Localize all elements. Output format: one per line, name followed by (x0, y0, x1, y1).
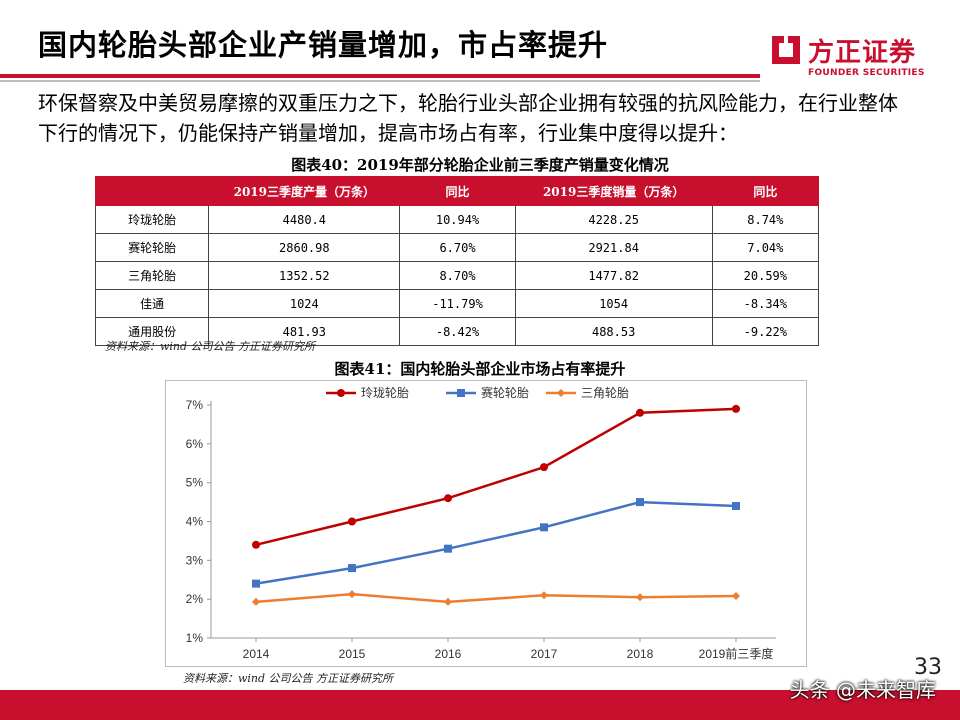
figure41-caption: 图表41：国内轮胎头部企业市场占有率提升 (334, 360, 626, 378)
legend-label: 三角轮胎 (581, 386, 629, 400)
series-point (252, 540, 260, 549)
company-name-cell: 赛轮轮胎 (94, 233, 210, 262)
series-point (444, 494, 452, 503)
table40-source: 资料来源：wind 公司公告 方正证券研究所 (105, 340, 316, 353)
logo-name-en: FOUNDER SECURITIES (808, 68, 925, 78)
x-tick-label: 2018 (627, 647, 654, 661)
title-underline-gray (0, 80, 760, 82)
legend-label: 赛轮轮胎 (481, 385, 529, 400)
table-row: 赛轮轮胎 2860.98 6.70% 2921.84 7.04% (94, 233, 820, 262)
market-share-chart: 1% 2% 3% 4% 5% 6% 7% 2014 2015 2016 2017 2018 2019前三… (186, 385, 776, 661)
table-header-cell: 同比 (711, 176, 820, 206)
series-point (636, 408, 644, 417)
founder-logo: 方正证券 FOUNDER SECURITIES (770, 32, 940, 82)
legend-swatch-marker (337, 389, 345, 397)
series-point (732, 501, 740, 510)
series-point (444, 544, 452, 553)
table-header-row: 2019三季度产量（万条） 同比 2019三季度销量（万条） 同比 (94, 176, 820, 206)
company-name-cell: 佳通 (94, 289, 210, 318)
table-header-cell: 2019三季度产量（万条） (208, 176, 401, 206)
table-row: 三角轮胎 1352.52 8.70% 1477.82 20.59% (94, 261, 820, 290)
sales-cell: 1477.82 (514, 261, 713, 290)
x-tick-label: 2017 (531, 647, 558, 661)
series-point (540, 591, 548, 600)
y-tick-label: 6% (186, 437, 204, 451)
page-number: 33 (914, 655, 942, 680)
logo-name-cn: 方正证券 (808, 38, 917, 68)
company-name-cell: 通用股份 (94, 317, 210, 346)
x-tick-label: 2019前三季度 (699, 646, 774, 661)
intro-paragraph: 环保督察及中美贸易摩擦的双重压力之下，轮胎行业头部企业拥有较强的抗风险能力，在行… (38, 91, 898, 145)
production-cell: 2860.98 (208, 233, 401, 262)
y-tick-label: 7% (186, 398, 204, 412)
table40-caption: 图表40：2019年部分轮胎企业前三季度产销量变化情况 (291, 156, 669, 174)
series-line (255, 500, 737, 585)
series-point (348, 590, 356, 599)
watermark-text: 头条 @未来智库 (789, 678, 936, 702)
series-line (255, 407, 737, 547)
sales-cell: 2921.84 (514, 233, 713, 262)
production-yoy-cell: 8.70% (399, 261, 516, 290)
x-tick-label: 2016 (435, 647, 462, 661)
series-point (540, 523, 548, 532)
sales-yoy-cell: 8.74% (711, 205, 820, 234)
series-point (348, 564, 356, 573)
series-point (732, 592, 740, 601)
series-point (540, 463, 548, 472)
series-point (636, 593, 644, 602)
production-sales-table: 2019三季度产量（万条） 同比 2019三季度销量（万条） 同比 玲珑轮胎 4… (94, 176, 820, 346)
sales-yoy-cell: -8.34% (711, 289, 820, 318)
table-row: 通用股份 481.93 -8.42% 488.53 -9.22% (94, 317, 820, 346)
legend-label: 玲珑轮胎 (361, 386, 409, 400)
company-name-cell: 三角轮胎 (94, 261, 210, 290)
footer-bar (0, 690, 960, 720)
sales-yoy-cell: -9.22% (711, 317, 820, 346)
sales-cell: 488.53 (514, 317, 713, 346)
slide-title: 国内轮胎头部企业产销量增加，市占率提升 (38, 28, 609, 62)
production-cell: 4480.4 (208, 205, 401, 234)
production-yoy-cell: -11.79% (399, 289, 516, 318)
series-point (732, 404, 740, 413)
market-share-chart-frame: 1% 2% 3% 4% 5% 6% 7% 2014 2015 2016 2017 2018 2019前三… (165, 380, 807, 667)
table-header-cell (94, 176, 210, 206)
series-point (444, 597, 452, 606)
company-name-cell: 玲珑轮胎 (94, 205, 210, 234)
table-header-cell: 2019三季度销量（万条） (514, 176, 713, 206)
series-point (252, 597, 260, 606)
y-tick-label: 2% (186, 592, 204, 606)
y-tick-label: 5% (186, 476, 204, 490)
title-underline-red (0, 74, 760, 78)
production-yoy-cell: -8.42% (399, 317, 516, 346)
series-point (348, 517, 356, 526)
y-tick-label: 3% (186, 553, 204, 567)
sales-yoy-cell: 20.59% (711, 261, 820, 290)
founder-logo-icon (772, 36, 800, 64)
table-row: 佳通 1024 -11.79% 1054 -8.34% (94, 289, 820, 318)
production-cell: 1024 (208, 289, 401, 318)
legend-swatch-marker (557, 389, 565, 397)
table-row: 玲珑轮胎 4480.4 10.94% 4228.25 8.74% (94, 205, 820, 234)
series-point (636, 498, 644, 507)
series-point (252, 579, 260, 588)
y-tick-label: 1% (186, 631, 204, 645)
production-yoy-cell: 10.94% (399, 205, 516, 234)
x-tick-label: 2014 (243, 647, 270, 661)
sales-cell: 1054 (514, 289, 713, 318)
figure41-source: 资料来源：wind 公司公告 方正证券研究所 (183, 672, 394, 685)
y-tick-label: 4% (186, 515, 204, 529)
x-tick-label: 2015 (339, 647, 366, 661)
sales-yoy-cell: 7.04% (711, 233, 820, 262)
legend-swatch-marker (457, 389, 465, 397)
sales-cell: 4228.25 (514, 205, 713, 234)
series-line (255, 592, 737, 604)
table-header-cell: 同比 (399, 176, 516, 206)
production-yoy-cell: 6.70% (399, 233, 516, 262)
production-cell: 1352.52 (208, 261, 401, 290)
